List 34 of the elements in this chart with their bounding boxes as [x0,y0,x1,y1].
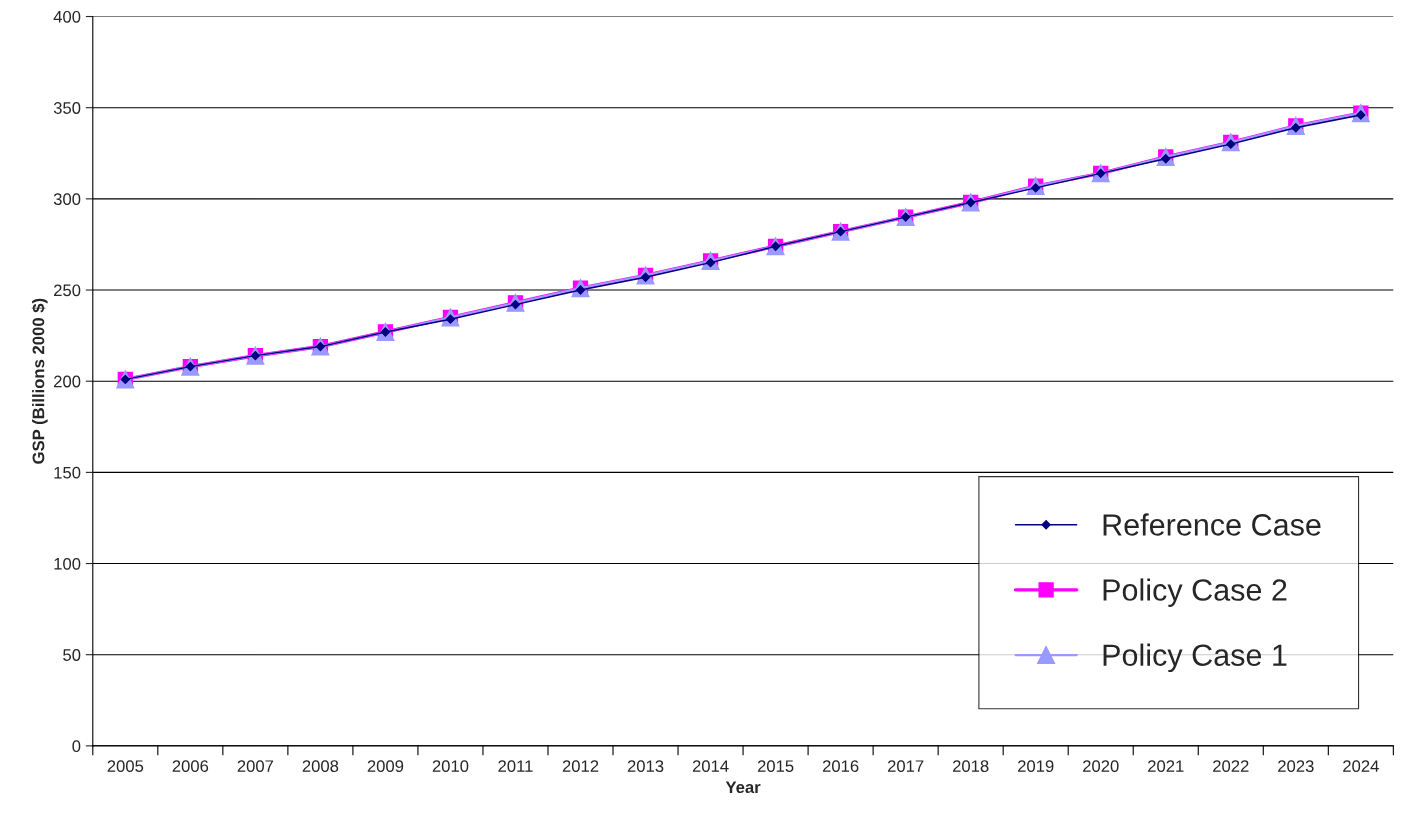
y-tick-label: 250 [54,284,81,297]
y-tick-label: 100 [54,557,81,570]
x-tick-label: 2007 [237,760,274,773]
y-tick-label: 350 [53,102,81,114]
legend-label: Reference Case [1103,513,1321,536]
legend-label: Policy Case 1 [1103,643,1287,673]
x-tick-label: 2006 [172,760,209,773]
x-tick-label: 2005 [107,760,144,773]
x-tick-label: 2009 [367,760,404,773]
x-tick-label: 2024 [1343,760,1379,773]
x-tick-label: 2012 [562,760,599,773]
x-tick-label: 2014 [692,760,729,773]
x-tick-label: 2017 [887,760,924,773]
x-tick-label: 2021 [1148,760,1184,773]
y-axis-title: GSP (Billions 2000 $) [31,298,48,464]
x-tick-label: 2011 [498,760,533,773]
x-axis-title: Year [725,781,761,794]
x-tick-label: 2010 [432,760,469,773]
x-tick-label: 2013 [627,760,664,773]
y-tick-label: 150 [54,466,81,479]
x-tick-label: 2023 [1278,760,1314,773]
x-tick-label: 2018 [952,760,989,773]
y-tick-label: 400 [53,10,81,23]
x-tick-label: 2008 [302,760,339,773]
y-tick-label: 50 [63,649,81,661]
y-tick-label: 200 [54,375,81,388]
x-tick-label: 2022 [1213,760,1249,773]
legend-label: Policy Case 2 [1103,578,1287,607]
x-tick-label: 2020 [1083,760,1119,773]
y-tick-label: 300 [53,193,81,206]
x-tick-label: 2015 [757,760,794,773]
y-tick-label: 0 [72,740,81,753]
x-tick-label: 2019 [1018,760,1054,773]
x-tick-label: 2016 [822,760,859,773]
